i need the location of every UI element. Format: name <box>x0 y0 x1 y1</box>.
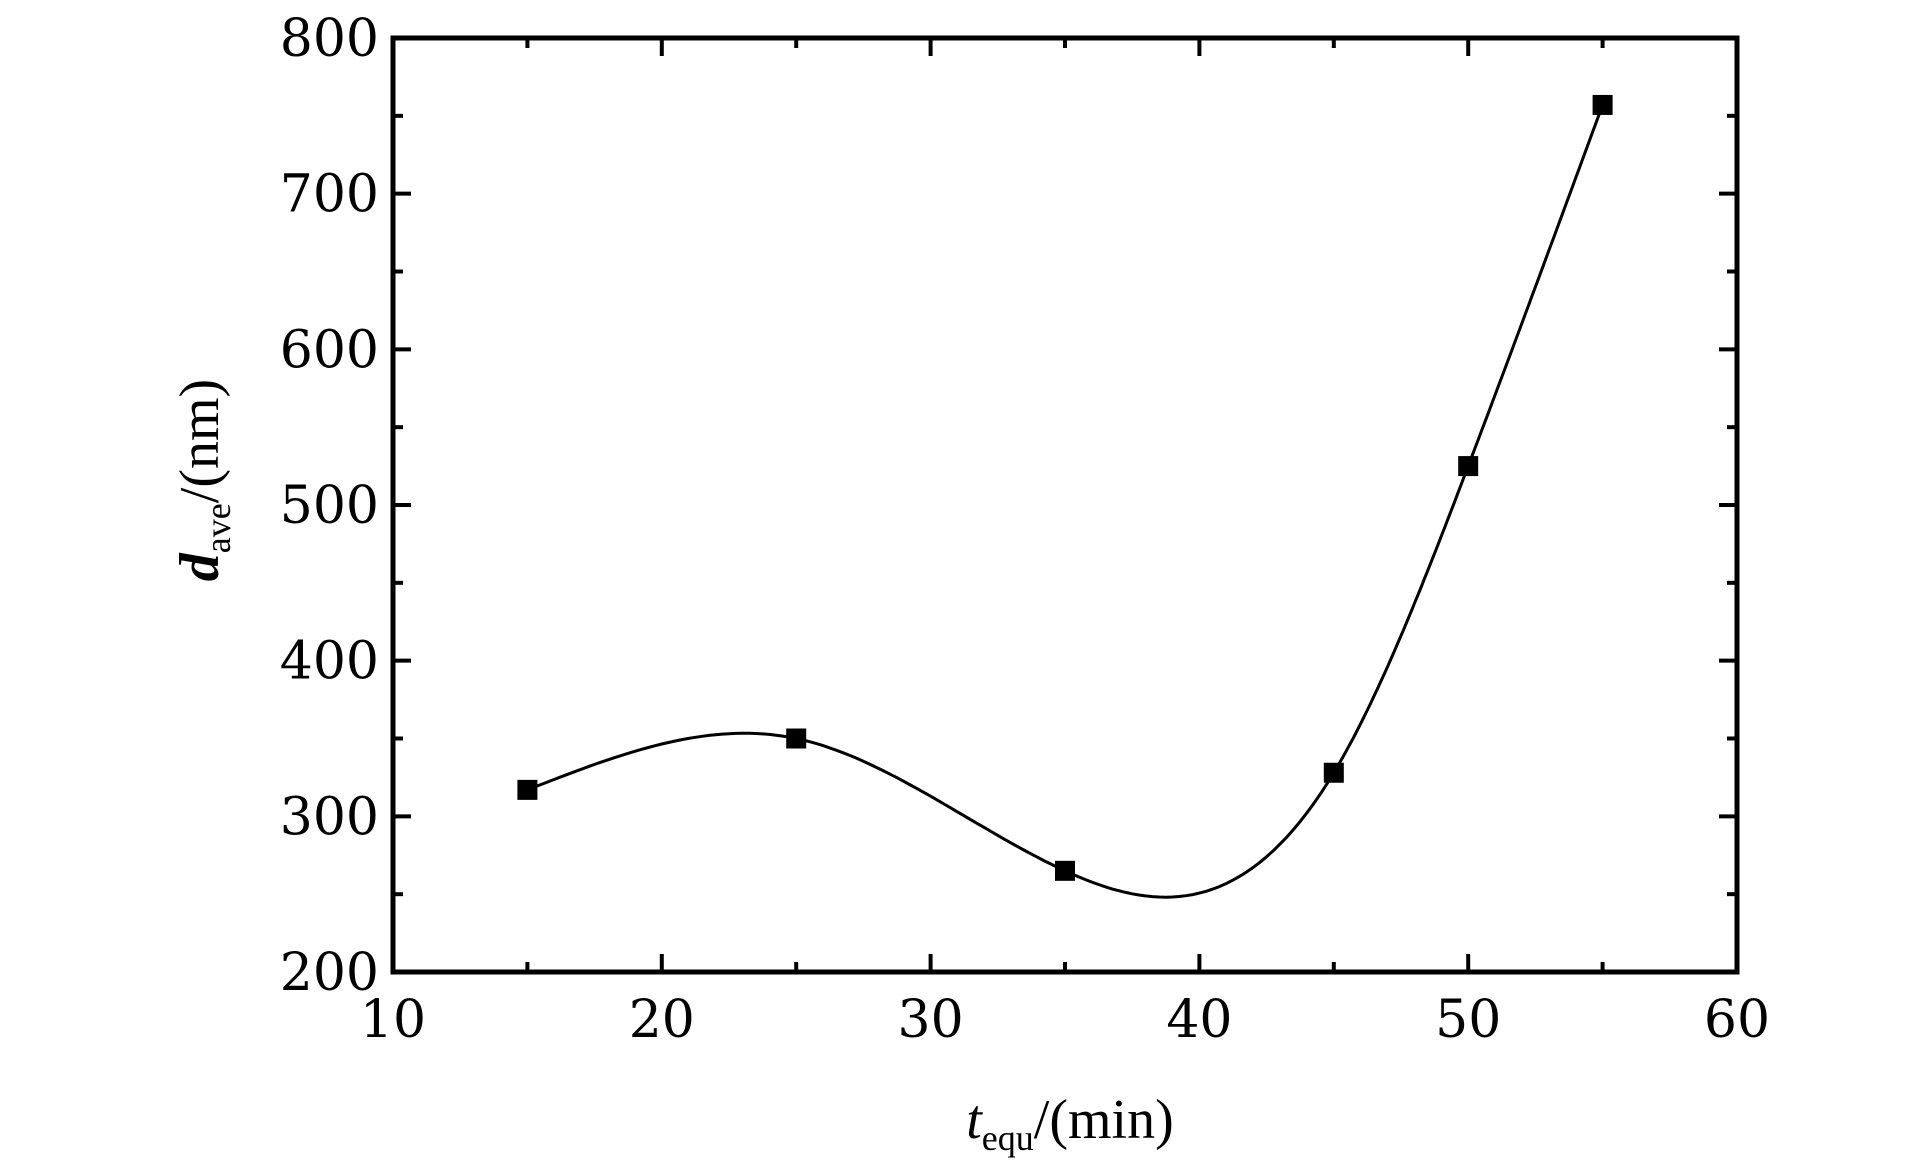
x-tick-label: 20 <box>629 990 695 1050</box>
y-tick-label: 600 <box>280 320 379 380</box>
x-axis-label: tequ/(min) <box>966 1089 1174 1158</box>
fit-curve-layer <box>526 104 1605 899</box>
data-point <box>1592 94 1613 115</box>
x-tick-label: 40 <box>1166 990 1232 1050</box>
y-tick-labels: 200 300 400 500 600 700 800 <box>280 9 379 1003</box>
y-tick-label: 300 <box>280 787 379 847</box>
x-tick-label: 50 <box>1435 990 1501 1050</box>
y-tick-label: 700 <box>280 165 379 225</box>
y-axis-subscript: ave <box>198 503 238 553</box>
y-tick-label: 500 <box>280 476 379 536</box>
data-point <box>1055 860 1075 881</box>
y-axis-symbol: d <box>169 552 231 581</box>
data-point <box>517 779 538 800</box>
x-axis-unit: /(min) <box>1034 1089 1174 1151</box>
plot-frame <box>390 35 1740 975</box>
x-tick-label: 60 <box>1704 990 1770 1050</box>
y-tick-label: 400 <box>280 632 379 692</box>
x-axis-symbol: t <box>966 1089 983 1151</box>
fit-curve <box>526 104 1605 899</box>
x-axis-subscript: equ <box>982 1118 1034 1158</box>
x-tick-labels: 10 20 30 40 50 60 <box>360 990 1770 1050</box>
data-point <box>786 728 807 749</box>
axes <box>390 35 1740 975</box>
y-tick-label: 200 <box>280 943 379 1003</box>
x-tick-label: 10 <box>360 990 426 1050</box>
y-axis-label: dave/(nm) <box>169 379 238 581</box>
y-axis-unit: /(nm) <box>169 379 231 503</box>
data-markers <box>517 94 1613 881</box>
data-point <box>1323 762 1344 783</box>
y-tick-label: 800 <box>280 9 379 69</box>
x-tick-label: 30 <box>898 990 964 1050</box>
data-point <box>1458 456 1479 477</box>
